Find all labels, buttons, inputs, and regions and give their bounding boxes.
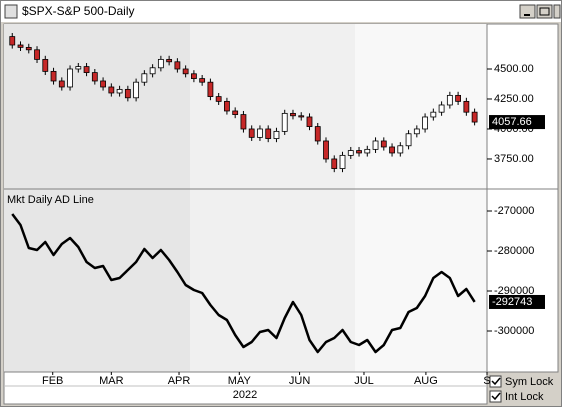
candle-body	[364, 148, 371, 154]
candle-body	[75, 66, 82, 70]
candle-body	[281, 112, 288, 132]
candle-body	[108, 86, 115, 94]
minimize-button[interactable]	[519, 4, 536, 19]
candle-body	[91, 72, 98, 82]
candle-body	[58, 80, 65, 88]
y-tick-label: 3750.00	[494, 153, 534, 165]
candle-body	[356, 150, 362, 154]
x-tick-label: S	[483, 375, 490, 387]
candle-body	[67, 68, 73, 88]
candle-body	[446, 94, 453, 106]
candle-body	[347, 150, 354, 156]
candle-body	[133, 81, 140, 99]
y-tick-label: 4500.00	[494, 63, 534, 75]
candle-body	[174, 61, 181, 70]
candle-body	[207, 81, 214, 97]
candle-body	[298, 115, 305, 118]
maximize-icon	[539, 7, 550, 16]
candle-body	[25, 46, 32, 51]
candle-body	[422, 116, 428, 130]
candle-body	[314, 126, 321, 142]
candle-body	[215, 96, 222, 102]
candle-body	[149, 67, 156, 75]
y-tick-label: -280000	[494, 245, 534, 257]
candle-body	[224, 100, 230, 112]
close-button[interactable]	[553, 4, 561, 19]
y-tick-label: -290000	[494, 285, 534, 297]
candle-body	[405, 133, 412, 147]
x-tick-label: JUL	[354, 375, 374, 387]
window-title: $SPX-S&P 500-Daily	[22, 4, 135, 18]
maximize-button[interactable]	[536, 4, 553, 19]
candle-body	[83, 66, 90, 73]
candle-body	[397, 145, 404, 154]
candle-body	[380, 140, 387, 148]
shade-q2	[190, 24, 355, 372]
candle-body	[182, 68, 189, 75]
window-buttons	[519, 4, 561, 19]
candle-body	[190, 73, 197, 79]
candle-body	[124, 88, 131, 99]
check-mark	[491, 392, 501, 401]
candle-body	[331, 158, 338, 169]
x-tick-label: MAR	[99, 375, 124, 387]
ad-line	[11, 213, 476, 354]
x-tick-label: APR	[168, 375, 191, 387]
int-lock-checkbox[interactable]	[489, 390, 502, 403]
last-value-box	[489, 115, 545, 130]
sym-lock-label[interactable]: Sym Lock	[505, 376, 554, 388]
last-value-label: 4057.66	[492, 116, 532, 128]
candle-body	[248, 128, 255, 138]
candle-body	[157, 58, 164, 69]
candle-body	[413, 128, 420, 135]
candle-body	[240, 114, 247, 130]
candle-body	[463, 100, 470, 113]
candle-body	[50, 70, 57, 82]
candle-body	[265, 128, 272, 139]
y-tick-label: 4250.00	[494, 93, 534, 105]
candle-body	[306, 116, 313, 127]
candle-body	[339, 154, 346, 169]
candle-body	[257, 128, 263, 138]
candle-body	[438, 104, 445, 113]
candle-body	[232, 110, 239, 115]
int-lock-label[interactable]: Int Lock	[505, 391, 544, 403]
lock-controls: Sym Lock Int Lock	[489, 375, 554, 403]
candle-body	[9, 36, 16, 46]
candle-body	[471, 111, 478, 123]
window-icon	[4, 4, 18, 19]
check-mark	[491, 377, 501, 386]
title-bar	[1, 1, 561, 22]
candle-body	[455, 94, 462, 102]
panel-title: Mkt Daily AD Line	[7, 194, 94, 206]
x-tick-label: FEB	[42, 375, 63, 387]
y-tick-label: -270000	[494, 205, 534, 217]
candle-body	[273, 130, 280, 139]
x-tick-label: AUG	[414, 375, 438, 387]
candle-body	[34, 49, 40, 60]
candle-body	[430, 111, 437, 118]
last-value-label: -292743	[492, 296, 532, 308]
candle-body	[141, 73, 148, 83]
y-tick-label: -300000	[494, 325, 534, 337]
candle-body	[389, 146, 395, 154]
candle-body	[372, 140, 379, 150]
candle-body	[17, 44, 24, 48]
candle-body	[166, 58, 173, 63]
candle-body	[42, 58, 49, 72]
shade-q3	[355, 24, 487, 372]
sym-lock-checkbox[interactable]	[489, 375, 502, 388]
x-axis-area	[3, 371, 488, 405]
x-axis-year: 2022	[233, 389, 257, 401]
candle-body	[116, 88, 123, 94]
candle-body	[290, 112, 296, 117]
x-tick-label: MAY	[228, 375, 252, 387]
shade-q1	[4, 24, 190, 372]
last-value-box	[489, 294, 545, 309]
candle-body	[323, 140, 329, 160]
candle-body	[199, 78, 206, 83]
candle-body	[100, 80, 106, 88]
x-tick-label: JUN	[289, 375, 310, 387]
